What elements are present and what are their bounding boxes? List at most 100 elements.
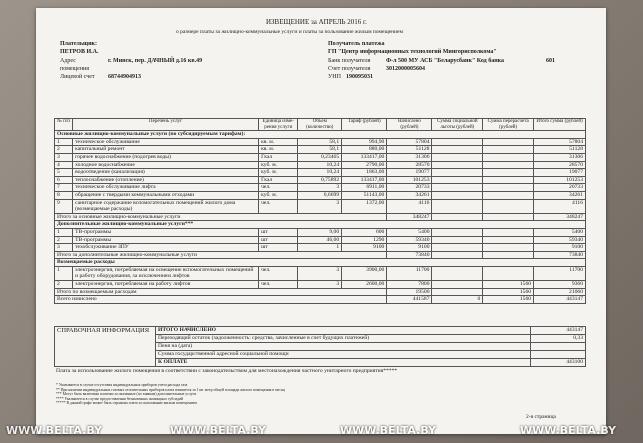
summary-value: 0,33 [530,334,586,343]
cell: 9100 [533,243,586,252]
footnotes: * Указывается в случае отсутствия индиви… [56,383,285,406]
cell [482,183,535,192]
cell: шт [258,235,299,245]
cell: 101253 [386,175,433,185]
total-cell: 348247 [386,212,433,222]
summary-table: СПРАВОЧНАЯ ИНФОРМАЦИЯ ИТОГО НАЧИСЛЕНО 4431… [54,326,586,367]
note: Плата за использование жилого помещения … [56,368,398,374]
footnote: ** При наличии индивидуальных газовых от… [56,387,285,392]
service-row: 2 ТВ-программы шт 46,00 1290 59340 59340 [53,235,586,245]
cell: чел. [258,198,299,214]
bill-sheet: ИЗВЕЩЕНИЕ за АПРЕЛЬ 2016 г. о размере пл… [36,8,606,434]
column-header: Тариф (рублей) [341,117,388,132]
header-row: № п/п Перечень услуг Единица изме-рения ус… [53,117,586,132]
summary-title: СПРАВОЧНАЯ ИНФОРМАЦИЯ [54,326,156,367]
column-header: Сумма социальной льготы (рублей) [431,117,484,132]
label: Получатель платежа [328,41,385,47]
cell: 1 [297,243,343,252]
recipient-name: ГП "Центр информационных технологий Минг… [328,49,497,55]
total-cell [482,212,535,222]
total-cell: 73840 [386,250,433,260]
column-header: Начислено (рублей) [386,117,433,132]
service-row: 9 санитарное содержание вспомогательных п… [53,198,586,214]
cell: 6911,00 [341,183,388,192]
total-cell [431,287,484,297]
cell [431,190,484,200]
cell: 4116 [386,198,433,214]
summary-row: К ОПЛАТЕ 443100 [55,358,586,367]
cell: шт [258,227,299,237]
cell [482,198,535,214]
cell [482,168,535,177]
cell: 51143,00 [341,190,388,200]
cell: 600 [341,227,388,237]
section-row: Основные жилищно-коммунальные услуги (по… [54,130,586,139]
cell: чел. [258,265,299,282]
cell: 1 [53,265,74,282]
footnote: *** Могут быть включены платежи за оказа… [56,392,197,397]
service-row: 1 техническое обслуживание кв. м. 58,1 994,9… [53,137,586,147]
cell: техническое обслуживание лифта [72,183,260,192]
cell [482,235,535,245]
cell: 8 [53,190,74,200]
cell: 19077 [533,168,586,177]
cell: 9100 [341,243,388,252]
cell: обращение с твердыми коммунальными отход… [72,190,260,200]
cell: куб. м. [258,190,299,200]
total-cell: 441587 [386,295,433,304]
cell: 9,00 [297,227,343,237]
cell [431,280,484,289]
cell: 34261 [386,190,433,200]
cell: 3900,00 [341,265,388,282]
cell: холодное водоснабжение [72,160,260,170]
label: Лицевой счет [60,74,95,80]
cell: 0,6699 [297,190,343,200]
cell: 0,23465 [297,152,343,162]
cell: 10,24 [297,160,343,170]
cell: 2 [53,235,74,245]
cell [482,265,535,282]
summary-value: 443100 [530,358,586,367]
cell: чел. [258,183,299,192]
section-title: Основные жилищно-коммунальные услуги (по… [54,130,586,139]
cell [431,198,484,214]
cell [431,175,484,185]
service-row: 6 теплоснабжение (отопление) Гкал 0,75892 13… [53,175,586,185]
cell [482,175,535,185]
total-label: Итого по возмещаемым расходам [53,287,388,297]
cell: 5400 [386,227,433,237]
subtitle: о размере платы за жилищно-коммунальные … [176,29,403,35]
cell: 5400 [533,227,586,237]
cell [431,160,484,170]
service-row: 1 электроэнергия, потребляемая на освещен… [53,265,586,282]
total-cell: 348247 [533,212,586,222]
cell [431,183,484,192]
cell: теплоснабжение (отопление) [72,175,260,185]
section-title: Дополнительные жилищно-коммунальные услу… [54,220,586,229]
service-row: 3 техобслуживание ЗПУ шт 1 9100 9100 9100 [53,243,586,252]
summary-value: 443147 [530,326,586,335]
total-cell: 19500 [386,287,433,297]
cell: ТВ-программы [72,227,260,237]
summary-label: ИТОГО НАЧИСЛЕНО [155,326,531,335]
column-header: Итого сумма (рублей) [533,117,586,132]
recipient-account: 3012000005604 [386,66,425,72]
recipient-bank: Ф-л 500 МУ АСБ "Беларусбанк" Код банка [386,58,505,64]
watermark: WWW.BELTA.BY [520,424,617,437]
column-header: Перечень услуг [72,117,260,132]
cell [482,227,535,237]
cell: куб. м. [258,168,299,177]
cell: электроэнергия, потребляемая на работу л… [72,280,260,289]
cell [431,145,484,154]
section-title: Возмещаемые расходы [54,258,586,267]
cell: 3 [297,280,343,289]
section-row: Дополнительные жилищно-коммунальные услу… [54,220,586,229]
cell: 6 [53,175,74,185]
cell: 9360 [533,280,586,289]
cell: чел. [258,280,299,289]
watermark: WWW.BELTA.BY [170,424,267,437]
cell: кв. м. [258,145,299,154]
watermark: WWW.BELTA.BY [6,424,103,437]
cell: 58,1 [297,137,343,147]
